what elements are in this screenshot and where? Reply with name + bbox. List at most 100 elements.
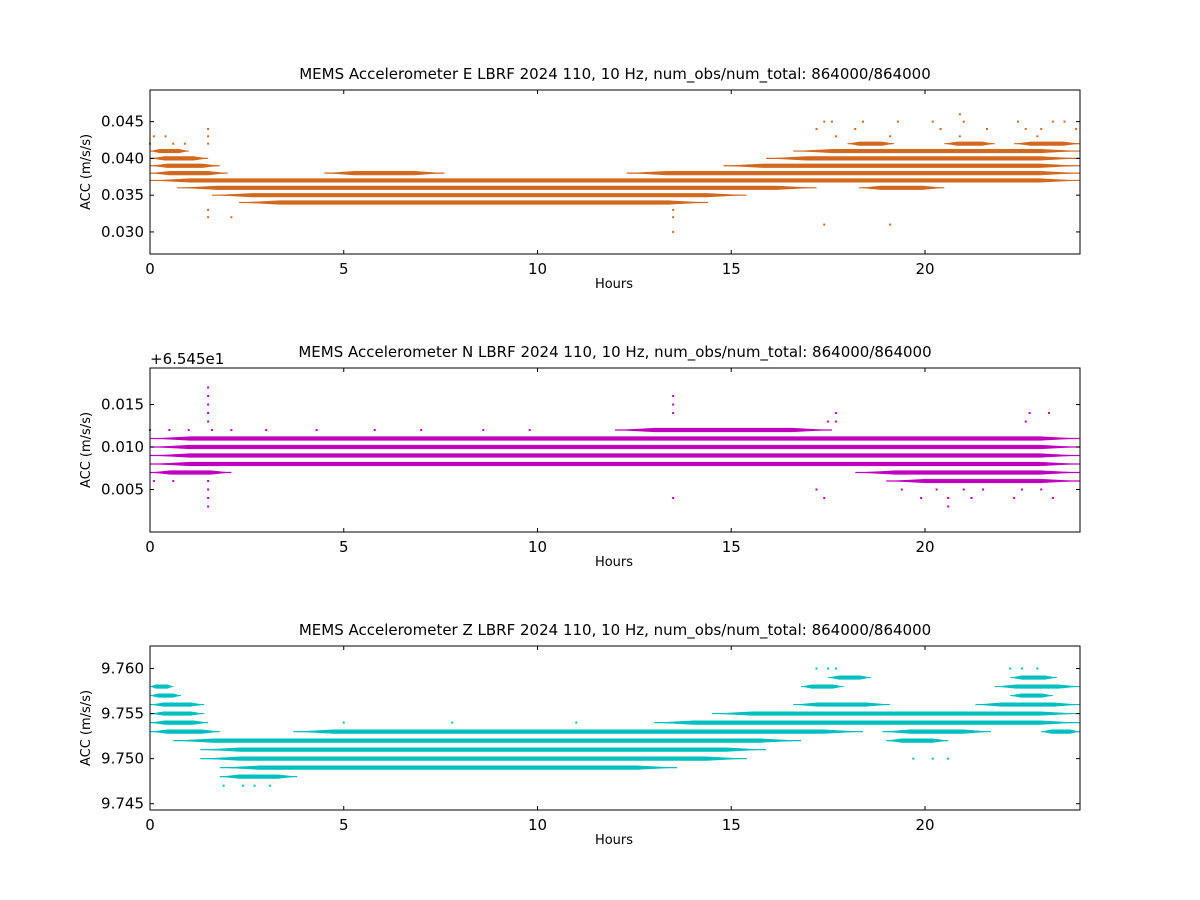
outlier-point-e-2-6	[1036, 135, 1039, 138]
outlier-point-n-9-8	[420, 429, 423, 432]
outlier-point-n-1-1	[672, 412, 675, 415]
outlier-point-n-6-0	[207, 497, 210, 500]
outlier-point-e-3-1	[172, 142, 175, 145]
y-axis-label-e: ACC (m/s/s)	[79, 134, 94, 210]
x-tick-label-e-4: 20	[915, 260, 934, 278]
outlier-point-n-3-1	[672, 395, 675, 398]
outlier-point-e-5-2	[672, 216, 675, 219]
outlier-point-n-0-2	[834, 420, 837, 423]
x-tick-label-z-0: 0	[145, 816, 155, 834]
outlier-point-z-1-2	[253, 784, 256, 787]
outlier-point-e-2-1	[164, 135, 167, 138]
outlier-point-z-1-1	[242, 784, 244, 787]
outlier-point-n-1-3	[1028, 412, 1031, 415]
outlier-point-n-0-0	[207, 420, 210, 423]
y-tick-label-z-1: 9.750	[101, 750, 144, 768]
x-tick-label-n-1: 5	[339, 538, 349, 556]
outlier-point-e-0-7	[1051, 120, 1054, 123]
outlier-point-z-3-2	[575, 721, 578, 724]
outlier-point-e-0-0	[823, 120, 826, 123]
outlier-point-n-2-0	[207, 403, 210, 406]
data-marks-n	[149, 386, 1080, 508]
panel-n: MEMS Accelerometer N LBRF 2024 110, 10 H…	[79, 343, 1081, 570]
y-tick-label-e-0: 0.030	[101, 223, 144, 241]
x-tick-label-z-3: 15	[722, 816, 741, 834]
y-tick-label-z-0: 9.745	[101, 795, 144, 813]
outlier-point-e-1-3	[939, 127, 942, 130]
outlier-point-n-7-1	[947, 505, 950, 508]
outlier-point-e-1-2	[854, 127, 857, 130]
chart-title-e: MEMS Accelerometer E LBRF 2024 110, 10 H…	[299, 65, 931, 84]
outlier-point-n-2-1	[672, 403, 675, 406]
outlier-point-e-0-5	[962, 120, 965, 123]
y-tick-label-z-2: 9.755	[101, 705, 144, 723]
outlier-point-e-0-4	[931, 120, 934, 123]
plot-frame-n	[149, 367, 1081, 533]
outlier-point-n-5-3	[935, 488, 938, 491]
outlier-point-n-9-1	[168, 429, 171, 432]
outlier-point-n-5-2	[900, 488, 903, 491]
plot-frame-e	[149, 89, 1081, 255]
outlier-point-e-7-0	[672, 230, 675, 233]
x-tick-label-e-1: 5	[339, 260, 349, 278]
outlier-point-e-4-1	[672, 208, 675, 211]
y-tick-label-n-0: 0.005	[101, 481, 144, 499]
x-ticks-e: 0 5 10 15 20	[145, 90, 935, 278]
outlier-point-e-0-1	[831, 120, 833, 123]
y-tick-label-n-1: 0.010	[101, 438, 144, 456]
outlier-point-n-6-5	[970, 497, 973, 500]
x-tick-label-e-3: 15	[722, 260, 741, 278]
outlier-point-n-5-0	[207, 488, 210, 491]
outlier-point-n-8-2	[207, 480, 210, 483]
y-tick-label-z-3: 9.760	[101, 660, 144, 678]
outlier-point-n-5-6	[1020, 488, 1023, 491]
outlier-point-z-0-5	[1036, 667, 1039, 670]
outlier-point-e-1-6	[1040, 127, 1043, 130]
outlier-point-n-8-0	[152, 480, 155, 483]
x-axis-label-e: Hours	[595, 277, 633, 292]
outlier-point-z-1-3	[269, 784, 272, 787]
outlier-point-n-1-2	[834, 412, 837, 415]
x-tick-label-z-1: 5	[339, 816, 349, 834]
x-tick-label-n-2: 10	[528, 538, 547, 556]
y-ticks-n: 0.005 0.010 0.015	[101, 396, 1080, 499]
y-tick-label-n-2: 0.015	[101, 396, 144, 414]
x-ticks-z: 0 5 10 15 20	[145, 646, 935, 834]
outlier-point-n-9-4	[230, 429, 233, 432]
outlier-point-n-6-2	[823, 497, 826, 500]
outlier-point-e-2-4	[889, 135, 892, 138]
outlier-point-n-9-5	[265, 429, 268, 432]
outlier-point-z-2-0	[912, 757, 915, 760]
outlier-point-n-3-0	[207, 395, 210, 398]
outlier-point-e-5-0	[207, 216, 210, 219]
outlier-point-z-3-1	[451, 721, 454, 724]
chart-title-z: MEMS Accelerometer Z LBRF 2024 110, 10 H…	[299, 621, 931, 640]
x-tick-label-z-2: 10	[528, 816, 547, 834]
outlier-point-e-6-1	[889, 223, 892, 226]
outlier-point-z-1-0	[222, 784, 225, 787]
y-ticks-e: 0.030 0.035 0.040 0.045	[101, 113, 1080, 241]
outlier-point-e-3-3	[207, 142, 210, 145]
outlier-point-n-6-6	[1013, 497, 1016, 500]
outlier-point-e-1-1	[815, 127, 818, 130]
outlier-point-e-2-2	[207, 135, 210, 138]
panel-e: MEMS Accelerometer E LBRF 2024 110, 10 H…	[79, 65, 1081, 292]
outlier-point-e-2-0	[152, 135, 155, 138]
outlier-point-e-4-0	[207, 208, 210, 211]
outlier-point-e-6-0	[823, 223, 826, 226]
y-axis-label-n: ACC (m/s/s)	[79, 412, 94, 488]
outlier-point-n-4-0	[207, 386, 210, 389]
outlier-point-z-0-0	[815, 667, 818, 670]
x-tick-label-n-0: 0	[145, 538, 155, 556]
outlier-point-e-1-7	[1075, 127, 1078, 130]
outlier-point-n-9-2	[187, 429, 190, 432]
outlier-point-e-0-2	[862, 120, 864, 123]
outlier-point-e-0-8	[1063, 120, 1066, 123]
outlier-point-n-7-0	[207, 505, 210, 508]
outlier-point-e-1-0	[207, 127, 210, 130]
chart-title-n: MEMS Accelerometer N LBRF 2024 110, 10 H…	[298, 343, 931, 362]
outlier-point-n-1-0	[207, 412, 210, 415]
outlier-point-e-2-5	[958, 135, 961, 138]
outlier-point-n-1-4	[1048, 412, 1050, 415]
